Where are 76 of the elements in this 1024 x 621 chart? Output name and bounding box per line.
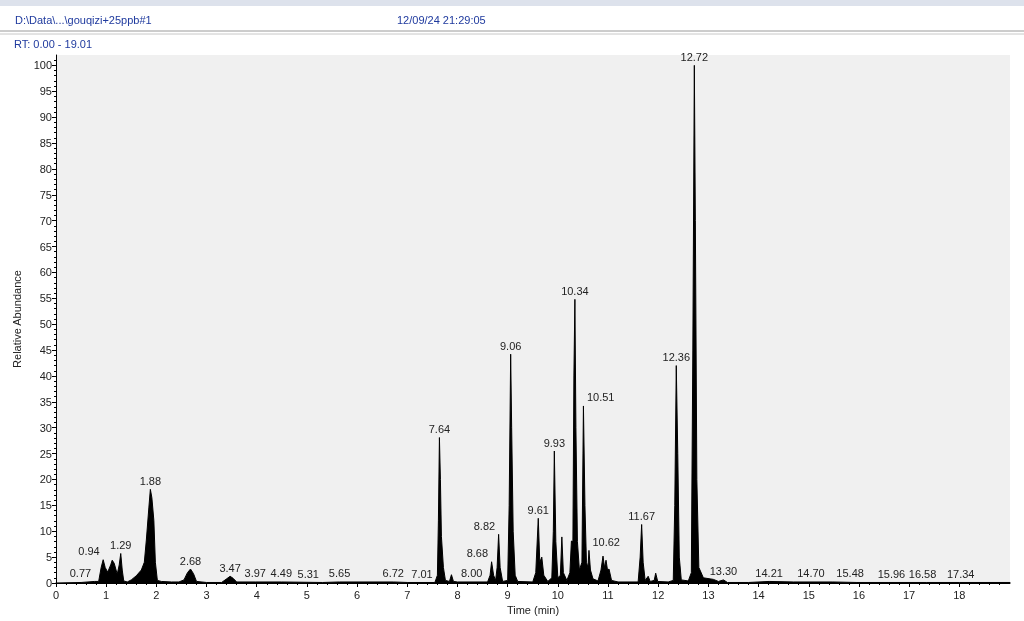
annotation: 14.70 <box>797 567 825 580</box>
y-axis-title: Relative Abundance <box>10 270 23 368</box>
x-tick-label: 17 <box>903 588 916 601</box>
x-tick-label: 6 <box>354 588 361 601</box>
x-tick-label: 9 <box>504 588 511 601</box>
x-tick-label: 11 <box>602 588 614 601</box>
y-tick-label: 80 <box>39 162 52 175</box>
x-tick-label: 3 <box>203 588 210 601</box>
annotation: 2.68 <box>179 554 202 567</box>
x-tick-label: 16 <box>852 588 866 601</box>
annotation: 10.34 <box>561 284 589 297</box>
annotation: 17.34 <box>946 567 975 580</box>
y-tick-label: 90 <box>39 111 52 124</box>
annotation: 12.36 <box>662 351 691 364</box>
y-tick-label: 55 <box>39 292 52 305</box>
y-tick-label: 95 <box>39 85 52 98</box>
x-tick-label: 8 <box>454 588 461 601</box>
chart-title: D:\Data\...\gouqizi+25ppb#1 <box>15 13 152 26</box>
y-tick-label: 65 <box>39 240 52 253</box>
y-tick-label: 40 <box>39 369 52 382</box>
y-tick-label: 20 <box>39 473 52 486</box>
annotation: 10.62 <box>592 535 620 548</box>
y-tick-label: 0 <box>45 577 52 589</box>
x-tick-label: 10 <box>551 588 564 601</box>
y-tick-label: 50 <box>39 318 52 331</box>
annotation: 15.96 <box>877 567 906 580</box>
y-tick-label: 10 <box>39 525 52 538</box>
y-tick-label: 15 <box>39 499 52 512</box>
annotation: 16.58 <box>908 567 937 580</box>
annotation: 1.88 <box>139 474 162 487</box>
annotation: 12.72 <box>680 50 709 63</box>
annotation: 6.72 <box>382 567 404 580</box>
annotation: 15.48 <box>836 567 864 580</box>
annotation: 9.93 <box>543 436 566 449</box>
x-tick-label: 18 <box>953 588 966 601</box>
y-tick-label: 70 <box>39 214 52 227</box>
annotation: 7.64 <box>428 423 451 436</box>
annotation: 0.77 <box>69 566 92 579</box>
x-tick-label: 7 <box>404 588 411 601</box>
x-tick-label: 14 <box>752 588 765 601</box>
y-tick-label: 75 <box>39 188 52 201</box>
annotation: 1.29 <box>110 538 132 551</box>
annotation: 7.01 <box>411 567 433 580</box>
text: RT: 0.00 - 19.01 <box>14 37 93 50</box>
annotation: 9.06 <box>499 339 522 352</box>
annotation: 4.49 <box>270 567 293 580</box>
x-tick-label: 4 <box>253 588 260 601</box>
x-tick-label: 5 <box>303 588 310 601</box>
x-tick-label: 12 <box>652 588 665 601</box>
x-axis-title: Time (min) <box>506 604 560 617</box>
x-tick-label: 2 <box>153 588 160 601</box>
x-tick-label: 15 <box>802 588 815 601</box>
x-tick-label: 1 <box>103 588 110 601</box>
annotation: 5.65 <box>328 567 351 580</box>
annotation: 8.82 <box>473 519 496 532</box>
annotation: 8.68 <box>466 547 489 560</box>
annotation: 0.94 <box>78 545 100 558</box>
annotation: 10.51 <box>586 391 615 404</box>
y-tick-label: 60 <box>39 266 52 279</box>
annotation: 9.61 <box>527 503 549 516</box>
y-tick-label: 35 <box>39 395 52 408</box>
chart-subtitle: 12/09/24 21:29:05 <box>397 13 486 26</box>
annotation: 8.00 <box>460 567 483 580</box>
annotation: 5.31 <box>297 567 319 580</box>
y-tick-label: 30 <box>39 421 52 434</box>
annotation: 11.67 <box>628 510 656 523</box>
y-tick-label: 25 <box>39 447 52 460</box>
y-tick-label: 100 <box>33 59 52 72</box>
x-tick-label: 13 <box>702 588 715 601</box>
annotation: 3.47 <box>219 561 241 574</box>
y-tick-label: 45 <box>39 344 52 357</box>
y-tick-label: 5 <box>45 551 52 564</box>
annotation: 14.21 <box>755 566 783 579</box>
y-tick-label: 85 <box>39 137 52 149</box>
annotation: 3.97 <box>244 567 266 580</box>
annotation: 13.30 <box>709 565 738 578</box>
